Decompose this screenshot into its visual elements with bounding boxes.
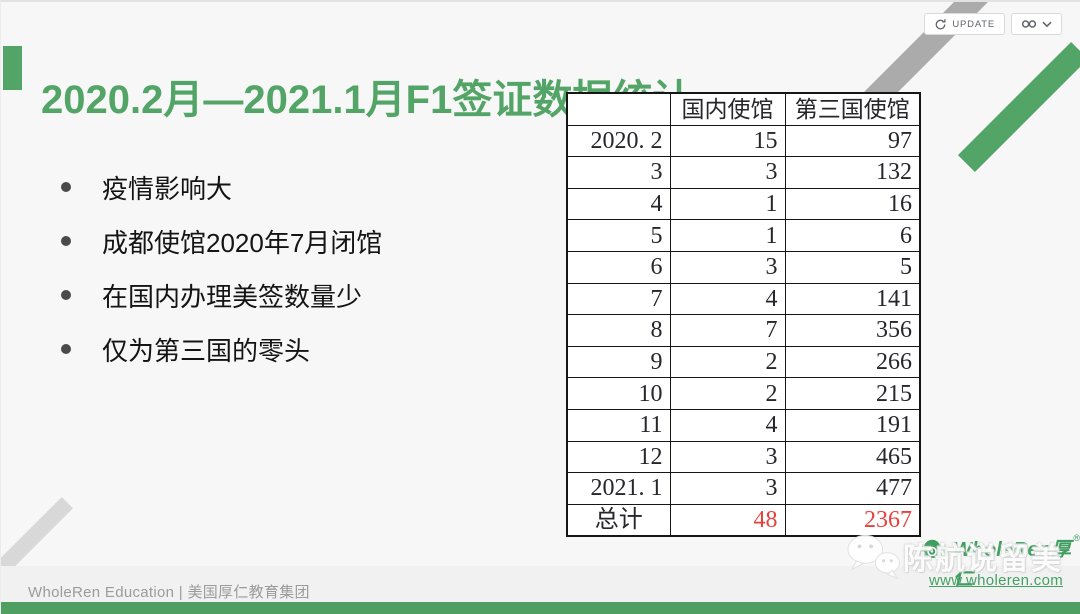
value-cell: 1 [669,219,786,252]
value-cell: 266 [784,345,921,379]
bottom-accent-bar [1,602,1080,614]
visa-data-table: 国内使馆 第三国使馆 2020. 2 15 97 3 3 132 4 1 16 5 1 6 6 3 5 7 4 1… [566,92,921,538]
value-cell: 5 [784,250,921,284]
bullet-dot-icon [61,236,71,246]
row-label-cell: 12 [566,440,671,474]
table-row: 11 4 191 [566,408,921,442]
row-label-cell: 8 [566,314,671,347]
share-link-button[interactable] [1011,13,1062,35]
list-item: 在国内办理美签数量少 [61,268,382,322]
value-cell: 15 [669,124,786,158]
value-cell: 3 [669,472,786,505]
row-label-cell: 10 [566,377,671,410]
table-row: 9 2 266 [566,345,921,379]
value-cell: 2 [669,377,786,410]
chevron-down-icon [1042,21,1052,27]
total-label-cell: 总计 [566,503,671,537]
row-label-cell: 3 [566,156,671,189]
value-cell: 2 [669,345,786,379]
list-item: 成都使馆2020年7月闭馆 [61,214,382,268]
table-row: 10 2 215 [566,377,921,410]
watermark: 陈航说留美 [844,531,1063,581]
row-label-cell: 7 [566,282,671,316]
list-item: 仅为第三国的零头 [61,322,382,376]
value-cell: 356 [784,314,921,347]
table-row: 3 3 132 [566,156,921,189]
row-label-cell: 6 [566,250,671,284]
cloud-logo-icon [919,539,949,559]
bullet-text: 疫情影响大 [102,173,233,204]
table-row: 4 1 16 [566,187,921,221]
table-header-row: 国内使馆 第三国使馆 [566,92,921,126]
bullet-text: 仅为第三国的零头 [102,335,311,366]
row-label-cell: 2021. 1 [566,472,671,505]
value-cell: 3 [669,156,786,189]
wechat-icon [847,534,900,580]
row-label-cell: 4 [566,187,671,221]
value-cell: 16 [784,187,921,221]
table-total-row: 总计 48 2367 [566,503,921,537]
footer-band [1,566,1080,602]
value-cell: 1 [669,187,786,221]
header-cell-empty [566,92,671,126]
registered-mark: ® [1073,533,1080,543]
footer-text: WholeRen Education | 美国厚仁教育集团 [28,584,310,601]
total-value-cell: 48 [669,503,786,537]
list-item: 疫情影响大 [61,160,382,214]
value-cell: 4 [669,408,786,442]
row-label-cell: 2020. 2 [566,124,671,158]
bullet-dot-icon [61,290,71,300]
table-row: 8 7 356 [566,314,921,347]
bullet-text: 成都使馆2020年7月闭馆 [102,227,383,258]
value-cell: 3 [669,440,786,474]
viewer-toolbar: UPDATE [924,13,1062,35]
value-cell: 141 [784,282,921,316]
header-cell-third-country: 第三国使馆 [784,92,921,126]
table-row: 2021. 1 3 477 [566,472,921,505]
value-cell: 7 [669,314,786,347]
refresh-icon [935,18,946,29]
bullet-dot-icon [61,344,71,354]
link-icon [1021,20,1037,28]
value-cell: 477 [784,472,921,505]
brand-name: WholeRen厚仁 [952,539,1071,590]
table-row: 12 3 465 [566,440,921,474]
table-row: 7 4 141 [566,282,921,316]
bullet-dot-icon [61,182,71,192]
value-cell: 191 [784,408,921,442]
row-label-cell: 5 [566,219,671,252]
value-cell: 132 [784,156,921,189]
value-cell: 6 [784,219,921,252]
value-cell: 4 [669,282,786,316]
total-value-cell: 2367 [784,503,921,537]
table-row: 2020. 2 15 97 [566,124,921,158]
header-cell-domestic: 国内使馆 [669,92,786,126]
value-cell: 3 [669,250,786,284]
decor-stripe-green-top-right [957,41,1080,173]
website-link[interactable]: www.wholeren.com [929,572,1064,589]
update-button-label: UPDATE [952,18,995,30]
bullet-text: 在国内办理美签数量少 [102,281,363,312]
watermark-text: 陈航说留美 [903,543,1063,576]
row-label-cell: 11 [566,408,671,442]
title-accent-bar [3,46,22,90]
value-cell: 97 [784,124,921,158]
row-label-cell: 9 [566,345,671,379]
value-cell: 465 [784,440,921,474]
wholeren-logo: WholeRen厚仁 ® [916,533,1080,591]
value-cell: 215 [784,377,921,410]
bullet-list: 疫情影响大 成都使馆2020年7月闭馆 在国内办理美签数量少 仅为第三国的零头 [61,160,382,376]
update-button[interactable]: UPDATE [924,13,1005,35]
